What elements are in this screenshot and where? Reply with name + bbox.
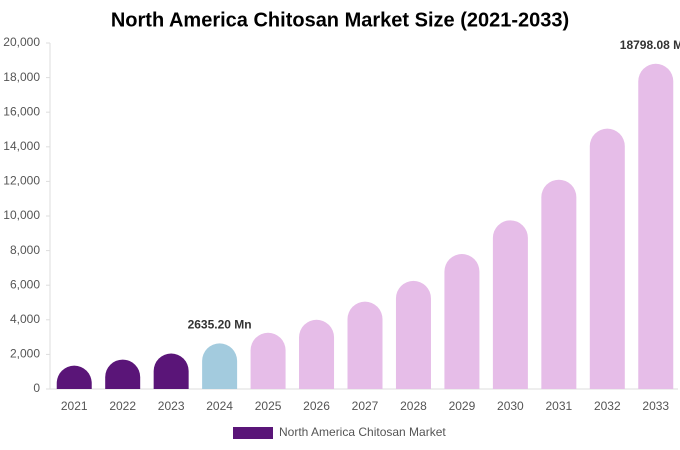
chart-title: North America Chitosan Market Size (2021… bbox=[111, 9, 569, 31]
y-tick-label: 20,000 bbox=[3, 35, 40, 49]
y-tick-label: 10,000 bbox=[3, 208, 40, 222]
value-label: 18798.08 Mn bbox=[620, 38, 680, 52]
y-tick-label: 14,000 bbox=[3, 139, 40, 153]
bar bbox=[541, 179, 577, 389]
y-tick-label: 8,000 bbox=[10, 243, 40, 257]
bar bbox=[492, 220, 528, 389]
bar bbox=[105, 359, 141, 389]
x-tick-label: 2026 bbox=[303, 399, 330, 413]
x-tick-label: 2024 bbox=[206, 399, 233, 413]
bar bbox=[153, 353, 189, 389]
x-tick-label: 2028 bbox=[400, 399, 427, 413]
y-tick-label: 2,000 bbox=[10, 347, 40, 361]
bar bbox=[589, 128, 625, 389]
x-tick-label: 2021 bbox=[61, 399, 88, 413]
x-tick-label: 2027 bbox=[352, 399, 379, 413]
bar bbox=[638, 63, 674, 390]
x-tick-label: 2033 bbox=[642, 399, 669, 413]
bar bbox=[202, 343, 238, 389]
y-tick-label: 16,000 bbox=[3, 104, 40, 118]
y-tick-label: 12,000 bbox=[3, 174, 40, 188]
bar bbox=[56, 365, 92, 389]
y-tick-label: 0 bbox=[33, 381, 40, 395]
bar bbox=[395, 280, 431, 389]
y-tick-label: 6,000 bbox=[10, 277, 40, 291]
legend-label: North America Chitosan Market bbox=[279, 425, 446, 439]
legend-swatch bbox=[233, 427, 273, 439]
x-tick-label: 2025 bbox=[255, 399, 282, 413]
x-tick-label: 2032 bbox=[594, 399, 621, 413]
y-tick-label: 4,000 bbox=[10, 312, 40, 326]
bar bbox=[347, 301, 383, 389]
bar bbox=[444, 254, 480, 389]
y-tick-label: 18,000 bbox=[3, 70, 40, 84]
x-tick-label: 2023 bbox=[158, 399, 185, 413]
x-tick-label: 2022 bbox=[109, 399, 136, 413]
bar bbox=[299, 319, 335, 389]
x-tick-label: 2030 bbox=[497, 399, 524, 413]
x-tick-label: 2031 bbox=[545, 399, 572, 413]
x-tick-label: 2029 bbox=[449, 399, 476, 413]
bar bbox=[250, 332, 286, 389]
value-label: 2635.20 Mn bbox=[188, 318, 252, 332]
